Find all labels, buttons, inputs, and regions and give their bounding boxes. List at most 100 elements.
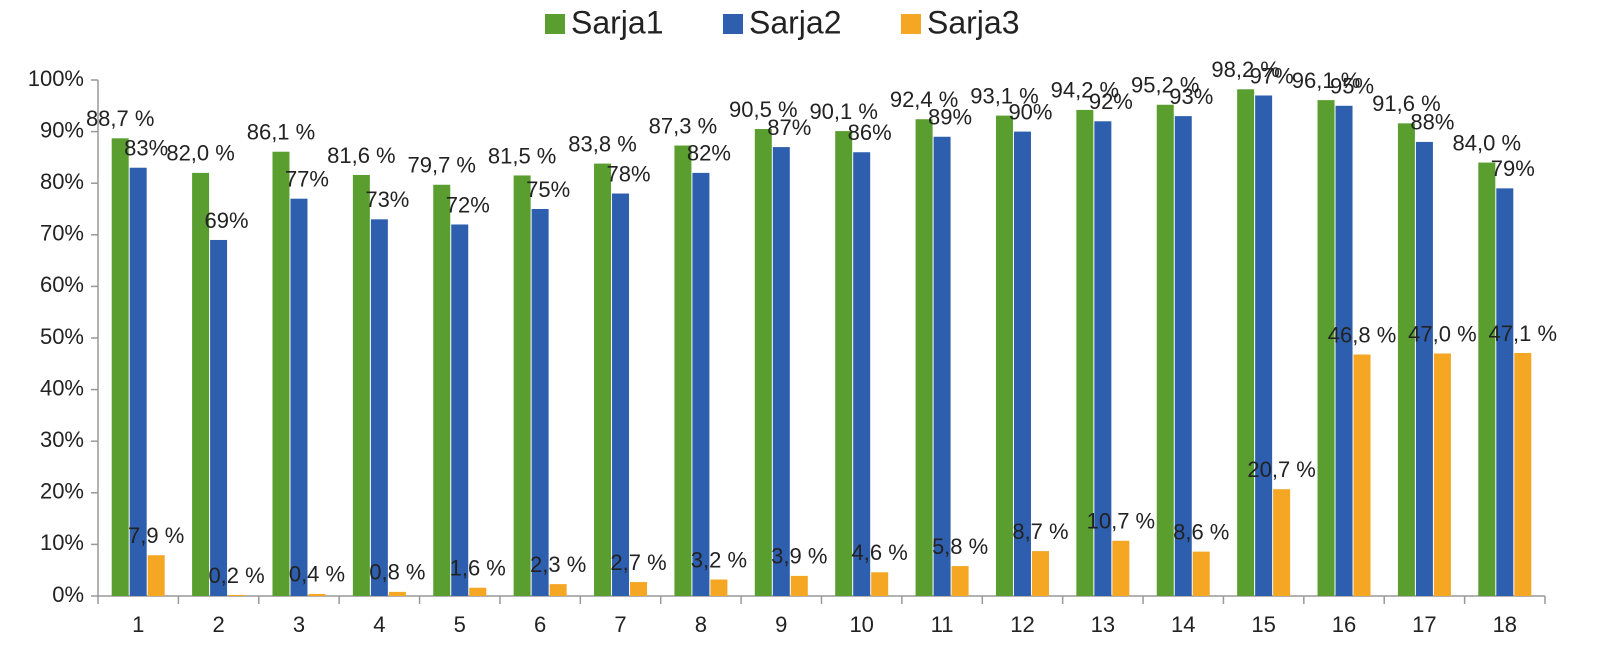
data-label: 95% bbox=[1330, 74, 1374, 99]
data-label: 73% bbox=[365, 187, 409, 212]
x-tick-label: 4 bbox=[373, 612, 385, 637]
legend-label: Sarja3 bbox=[927, 4, 1020, 40]
data-label: 89% bbox=[928, 105, 972, 130]
legend-swatch bbox=[545, 14, 565, 34]
data-label: 46,8 % bbox=[1328, 322, 1397, 347]
data-label: 87,3 % bbox=[649, 113, 718, 138]
x-tick-label: 12 bbox=[1010, 612, 1034, 637]
x-tick-label: 10 bbox=[849, 612, 873, 637]
data-label: 92% bbox=[1089, 89, 1133, 114]
y-tick-label: 70% bbox=[40, 221, 84, 246]
bar bbox=[951, 566, 969, 596]
data-label: 90,1 % bbox=[809, 99, 878, 124]
y-tick-label: 0% bbox=[52, 582, 84, 607]
bar bbox=[549, 584, 567, 596]
bar bbox=[451, 224, 469, 597]
x-tick-label: 18 bbox=[1493, 612, 1517, 637]
data-label: 88% bbox=[1410, 110, 1454, 135]
bar bbox=[871, 572, 889, 596]
data-label: 3,9 % bbox=[771, 544, 827, 569]
bar bbox=[290, 198, 308, 596]
bar bbox=[1317, 100, 1335, 597]
data-label: 79% bbox=[1491, 156, 1535, 181]
y-tick-label: 90% bbox=[40, 117, 84, 142]
bar bbox=[1514, 352, 1532, 596]
data-label: 69% bbox=[205, 208, 249, 233]
x-tick-label: 9 bbox=[775, 612, 787, 637]
data-label: 47,0 % bbox=[1408, 321, 1477, 346]
bar bbox=[147, 555, 165, 596]
bar bbox=[1013, 131, 1031, 596]
data-label: 79,7 % bbox=[408, 153, 477, 178]
bar bbox=[772, 147, 790, 596]
x-tick-label: 17 bbox=[1412, 612, 1436, 637]
bar bbox=[370, 219, 388, 596]
data-label: 8,6 % bbox=[1173, 519, 1229, 544]
x-tick-label: 16 bbox=[1332, 612, 1356, 637]
data-label: 81,6 % bbox=[327, 143, 396, 168]
bar bbox=[594, 163, 612, 597]
data-label: 7,9 % bbox=[128, 523, 184, 548]
bar bbox=[1415, 141, 1433, 597]
y-tick-label: 80% bbox=[40, 169, 84, 194]
x-tick-label: 3 bbox=[293, 612, 305, 637]
data-label: 93,1 % bbox=[970, 83, 1039, 108]
data-label: 88,7 % bbox=[86, 106, 155, 131]
bar bbox=[228, 594, 246, 596]
x-tick-label: 15 bbox=[1251, 612, 1275, 637]
data-label: 3,2 % bbox=[691, 547, 747, 572]
data-label: 94,2 % bbox=[1051, 78, 1120, 103]
bar bbox=[790, 575, 808, 596]
x-tick-label: 14 bbox=[1171, 612, 1195, 637]
bar bbox=[1353, 354, 1371, 596]
data-label: 4,6 % bbox=[852, 540, 908, 565]
y-tick-label: 10% bbox=[40, 530, 84, 555]
bar bbox=[1273, 489, 1291, 596]
data-label: 81,5 % bbox=[488, 143, 557, 168]
data-label: 1,6 % bbox=[450, 556, 506, 581]
data-label: 90% bbox=[1008, 99, 1052, 124]
bar bbox=[1076, 109, 1094, 596]
y-tick-label: 20% bbox=[40, 479, 84, 504]
x-tick-label: 1 bbox=[132, 612, 144, 637]
bar bbox=[1031, 551, 1049, 596]
bar bbox=[433, 184, 451, 597]
x-tick-label: 2 bbox=[212, 612, 224, 637]
bar bbox=[531, 209, 549, 596]
bar bbox=[1174, 116, 1192, 597]
data-label: 95,2 % bbox=[1131, 73, 1200, 98]
bar bbox=[388, 591, 406, 596]
data-label: 72% bbox=[446, 192, 490, 217]
data-label: 78% bbox=[607, 161, 651, 186]
bar bbox=[1094, 121, 1112, 596]
bar bbox=[1478, 162, 1496, 596]
bar bbox=[1397, 123, 1415, 597]
bar bbox=[111, 138, 129, 597]
bar bbox=[272, 151, 290, 596]
legend-label: Sarja2 bbox=[749, 4, 842, 40]
data-label: 8,7 % bbox=[1012, 519, 1068, 544]
bar bbox=[1496, 188, 1514, 597]
bar bbox=[1156, 104, 1174, 596]
data-label: 10,7 % bbox=[1087, 509, 1156, 534]
bar bbox=[1335, 105, 1353, 597]
data-label: 2,7 % bbox=[610, 550, 666, 575]
x-tick-label: 5 bbox=[454, 612, 466, 637]
bar bbox=[630, 582, 648, 596]
bar bbox=[674, 145, 692, 597]
bar bbox=[210, 239, 228, 596]
bar bbox=[1112, 540, 1130, 596]
data-label: 86% bbox=[848, 120, 892, 145]
data-label: 75% bbox=[526, 177, 570, 202]
legend-swatch bbox=[901, 14, 921, 34]
bar bbox=[192, 172, 210, 596]
bar bbox=[129, 167, 147, 596]
bar bbox=[308, 593, 326, 596]
data-label: 96,1 % bbox=[1292, 68, 1361, 93]
data-label: 93% bbox=[1169, 84, 1213, 109]
bar bbox=[1255, 95, 1273, 596]
x-tick-label: 8 bbox=[695, 612, 707, 637]
data-label: 97% bbox=[1250, 63, 1294, 88]
